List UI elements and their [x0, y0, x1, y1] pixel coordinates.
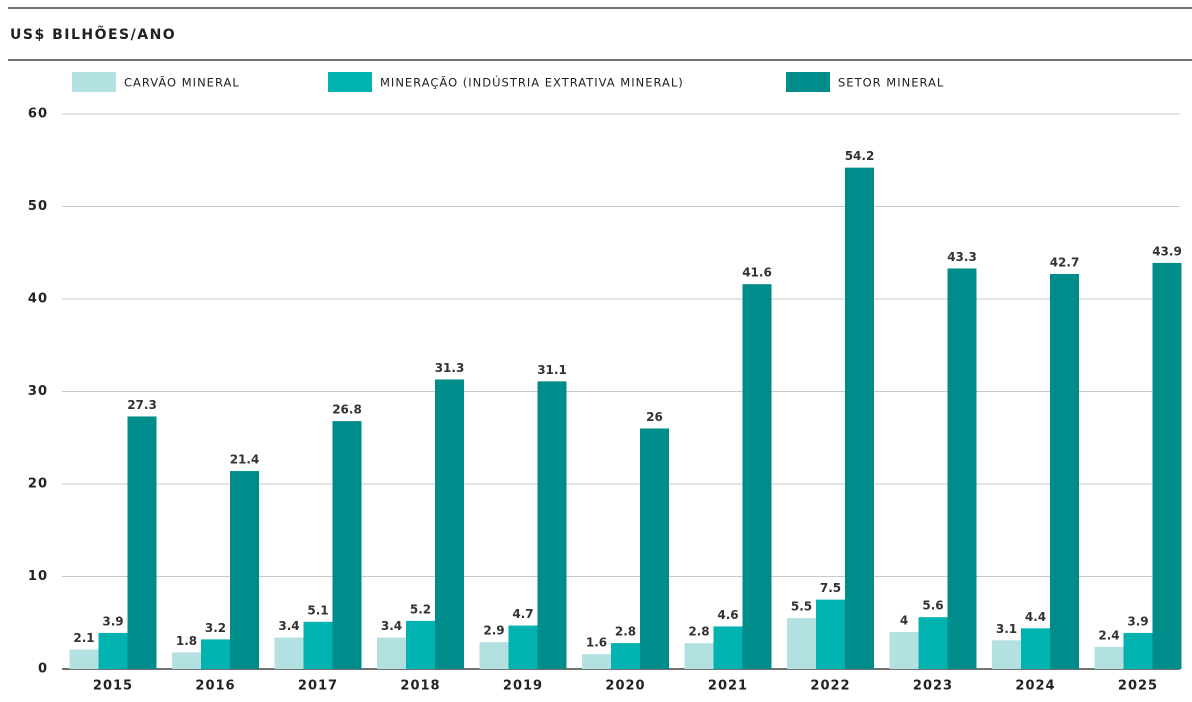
legend-label: SETOR MINERAL — [838, 76, 944, 90]
bar — [303, 621, 333, 669]
bar — [332, 421, 362, 669]
bar — [1050, 274, 1079, 669]
value-label: 43.3 — [947, 250, 977, 264]
chart-title: US$ BILHÕES/ANO — [10, 25, 176, 43]
bar — [889, 632, 919, 669]
value-label: 21.4 — [230, 453, 260, 467]
y-tick-label: 20 — [28, 477, 48, 492]
x-tick-label: 2025 — [1118, 679, 1158, 694]
bar — [69, 649, 99, 669]
bar — [377, 637, 406, 669]
value-label: 26 — [646, 410, 663, 424]
bar — [611, 643, 640, 669]
value-label: 2.8 — [688, 625, 709, 639]
legend-label: CARVÃO MINERAL — [124, 75, 240, 90]
bar — [1152, 262, 1182, 669]
value-label: 7.5 — [820, 581, 841, 595]
bar — [508, 625, 538, 669]
bar — [918, 617, 948, 669]
value-label: 4.4 — [1025, 610, 1046, 624]
value-label: 41.6 — [742, 266, 772, 280]
bar — [274, 637, 304, 669]
value-label: 5.5 — [791, 600, 812, 614]
value-label: 31.3 — [435, 361, 465, 375]
legend-swatch — [328, 72, 372, 92]
value-label: 3.9 — [1127, 614, 1148, 628]
value-label: 54.2 — [845, 149, 875, 163]
bar — [992, 640, 1021, 669]
legend-swatch — [786, 72, 830, 92]
bar — [640, 428, 669, 669]
bar — [582, 654, 611, 669]
value-label: 2.4 — [1098, 628, 1119, 642]
value-label: 42.7 — [1050, 256, 1080, 270]
bar — [230, 471, 259, 669]
value-label: 1.8 — [176, 634, 197, 648]
bar — [845, 167, 874, 669]
bar — [201, 639, 230, 669]
x-tick-label: 2019 — [503, 679, 543, 694]
value-label: 1.6 — [586, 636, 607, 650]
value-label: 2.8 — [615, 625, 636, 639]
bar — [1094, 646, 1124, 669]
value-label: 4 — [900, 614, 908, 628]
value-label: 5.2 — [410, 602, 431, 616]
bar — [479, 642, 509, 669]
y-tick-label: 50 — [28, 199, 48, 214]
x-tick-label: 2016 — [195, 679, 235, 694]
y-tick-label: 0 — [38, 662, 48, 677]
x-tick-label: 2017 — [298, 679, 338, 694]
bar — [435, 379, 464, 669]
value-label: 43.9 — [1152, 244, 1182, 258]
y-tick-label: 60 — [28, 107, 48, 122]
bar — [742, 284, 772, 669]
value-label: 5.1 — [307, 603, 328, 617]
y-tick-label: 40 — [28, 292, 48, 307]
bar — [406, 620, 435, 669]
value-label: 27.3 — [127, 398, 157, 412]
x-tick-label: 2020 — [605, 679, 645, 694]
x-tick-label: 2023 — [913, 679, 953, 694]
x-tick-label: 2022 — [810, 679, 850, 694]
value-label: 4.7 — [512, 607, 533, 621]
value-label: 3.1 — [996, 622, 1017, 636]
bar — [787, 618, 816, 669]
value-label: 3.2 — [205, 621, 226, 635]
value-label: 26.8 — [332, 403, 362, 417]
bar — [713, 626, 743, 669]
bar — [816, 599, 845, 669]
y-tick-label: 10 — [28, 569, 48, 584]
bar — [127, 416, 157, 669]
x-tick-label: 2015 — [93, 679, 133, 694]
legend-swatch — [72, 72, 116, 92]
x-tick-label: 2021 — [708, 679, 748, 694]
legend-label: MINERAÇÃO (INDÚSTRIA EXTRATIVA MINERAL) — [380, 75, 684, 90]
bar — [947, 268, 977, 669]
value-label: 3.4 — [278, 619, 299, 633]
bar — [537, 381, 567, 669]
bar — [98, 632, 128, 669]
bar — [172, 652, 201, 669]
value-label: 31.1 — [537, 363, 567, 377]
value-label: 3.4 — [381, 619, 402, 633]
bar — [684, 643, 714, 669]
value-label: 5.6 — [922, 599, 943, 613]
x-tick-label: 2018 — [400, 679, 440, 694]
value-label: 4.6 — [717, 608, 738, 622]
bar — [1123, 632, 1153, 669]
y-tick-label: 30 — [28, 384, 48, 399]
bar — [1021, 628, 1050, 669]
value-label: 2.1 — [73, 631, 94, 645]
value-label: 3.9 — [102, 614, 123, 628]
value-label: 2.9 — [483, 624, 504, 638]
x-tick-label: 2024 — [1015, 679, 1055, 694]
